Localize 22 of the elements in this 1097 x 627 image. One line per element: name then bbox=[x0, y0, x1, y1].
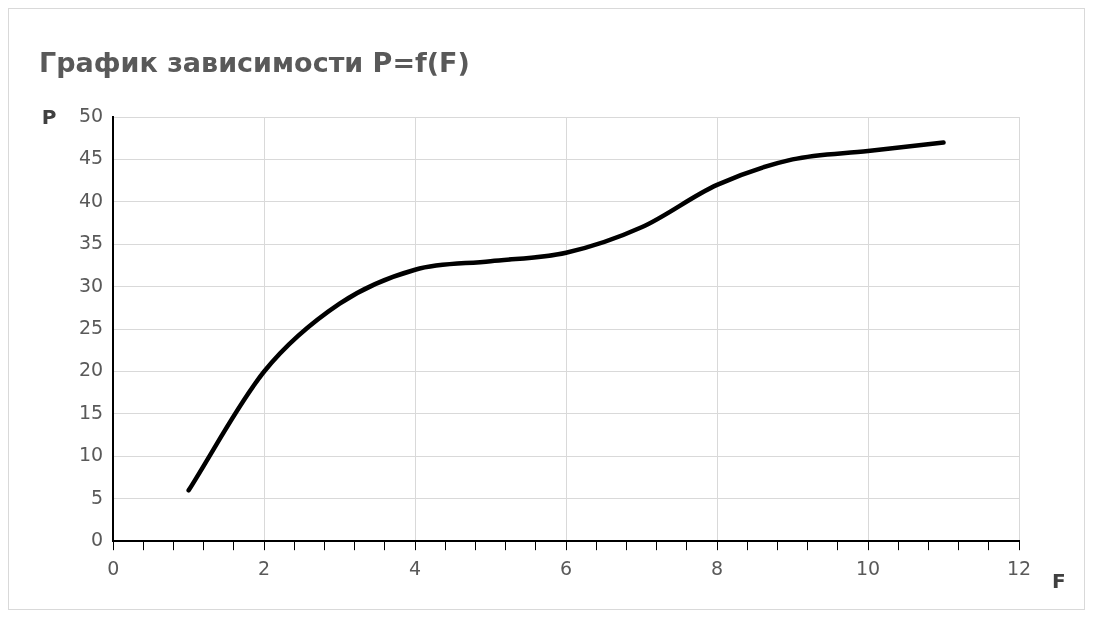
y-tick-label: 10 bbox=[78, 443, 104, 466]
y-tick-label: 15 bbox=[78, 400, 104, 423]
x-axis-title: F bbox=[1052, 569, 1066, 594]
x-tick-label: 0 bbox=[107, 556, 120, 579]
y-tick-label: 35 bbox=[78, 231, 104, 254]
x-tick-label: 6 bbox=[560, 556, 573, 579]
y-tick-label: 50 bbox=[78, 103, 104, 126]
y-tick-label: 20 bbox=[78, 358, 104, 381]
y-tick-label: 25 bbox=[78, 316, 104, 339]
x-tick-label: 12 bbox=[1006, 556, 1032, 579]
y-tick-label: 0 bbox=[91, 528, 104, 551]
chart-title: График зависимости P=f(F) bbox=[39, 47, 470, 78]
x-tick-label: 2 bbox=[258, 556, 271, 579]
y-tick-label: 5 bbox=[91, 485, 104, 508]
x-tick-label: 8 bbox=[711, 556, 724, 579]
y-tick-label: 30 bbox=[78, 273, 104, 296]
y-axis-title: P bbox=[41, 105, 57, 130]
line-series bbox=[186, 140, 946, 493]
x-tick-label: 4 bbox=[409, 556, 422, 579]
y-tick-label: 40 bbox=[78, 188, 104, 211]
x-tick-label: 10 bbox=[855, 556, 881, 579]
y-tick-label: 45 bbox=[78, 146, 104, 169]
